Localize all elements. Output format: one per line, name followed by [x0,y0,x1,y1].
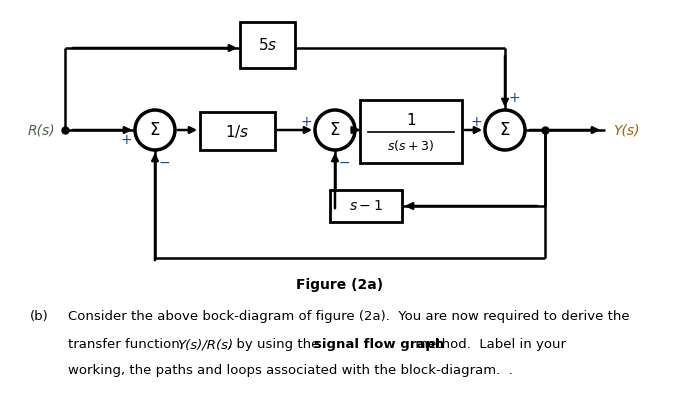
Text: +: + [509,91,521,105]
Bar [240,22,295,68]
Text: Figure (2a): Figure (2a) [296,278,383,292]
Text: Consider the above bock-diagram of figure (2a).  You are now required to derive : Consider the above bock-diagram of figur… [68,310,630,323]
Text: $1$: $1$ [406,112,416,128]
Text: transfer function,: transfer function, [68,338,188,351]
Text: $5s$: $5s$ [258,37,277,53]
Bar [330,190,402,222]
Bar [360,100,462,163]
Text: +: + [121,133,132,147]
Text: method.  Label in your: method. Label in your [411,338,566,351]
Text: $\Sigma$: $\Sigma$ [149,121,161,139]
Text: , by using the: , by using the [228,338,323,351]
Text: $\Sigma$: $\Sigma$ [330,121,340,139]
Text: (b): (b) [30,310,49,323]
Text: $s-1$: $s-1$ [349,199,383,213]
Text: $s(s+3)$: $s(s+3)$ [387,138,434,153]
Bar [200,112,275,150]
Text: −: − [339,156,351,170]
Text: Y(s)/R(s): Y(s)/R(s) [176,338,233,351]
Text: signal flow graph: signal flow graph [314,338,444,351]
Text: $\Sigma$: $\Sigma$ [499,121,511,139]
Text: +: + [300,115,312,129]
Text: working, the paths and loops associated with the block-diagram.  .: working, the paths and loops associated … [68,364,513,377]
Text: Y(s): Y(s) [613,123,639,137]
Text: R(s): R(s) [27,123,55,137]
Text: $1/s$: $1/s$ [225,123,250,139]
Text: +: + [471,115,482,129]
Text: −: − [159,156,171,170]
